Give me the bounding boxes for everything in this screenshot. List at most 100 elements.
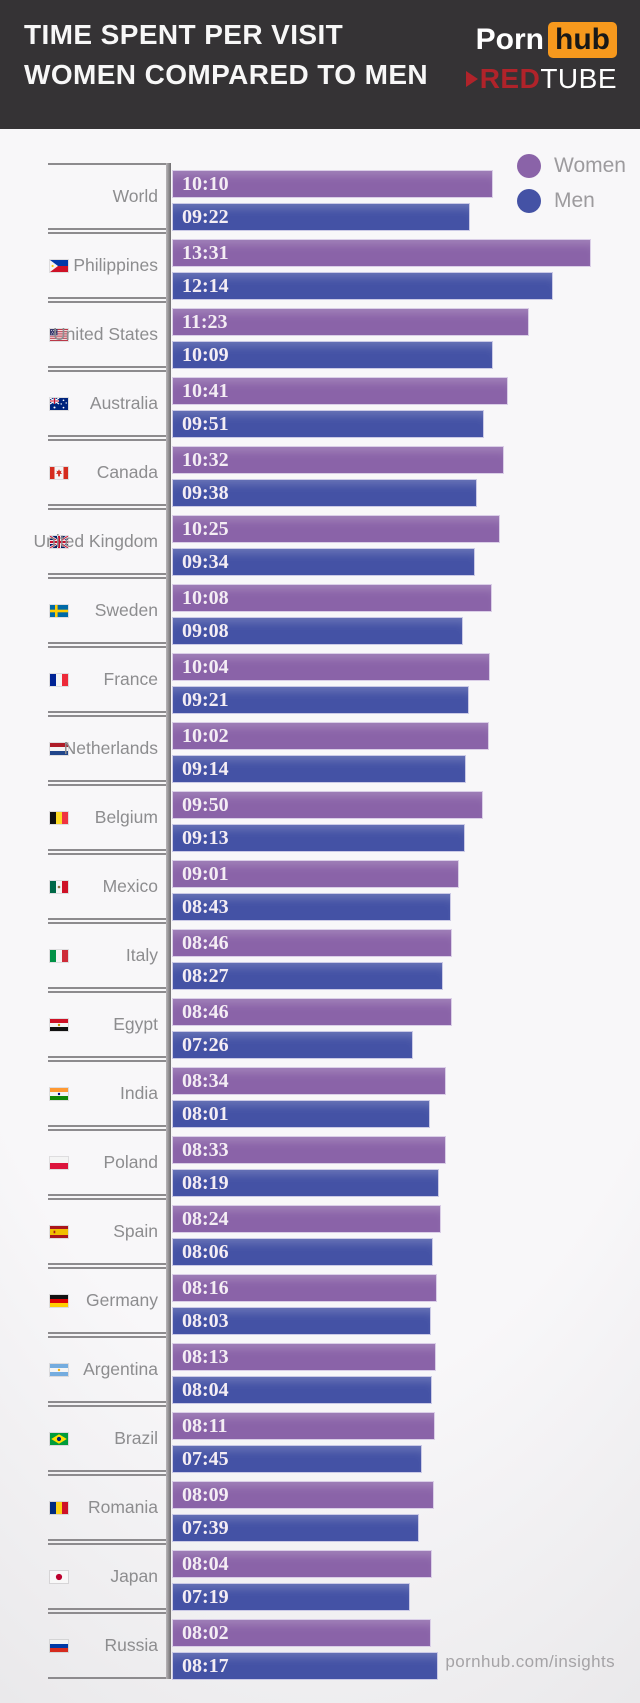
women-time-label: 08:33: [182, 1139, 229, 1161]
men-bar: 09:21: [172, 686, 469, 714]
country-label-cell: Spain: [48, 1198, 166, 1265]
country-label-cell: Belgium: [48, 784, 166, 851]
men-bar: 12:14: [172, 272, 553, 300]
men-time-label: 07:39: [182, 1517, 229, 1539]
men-bar: 08:06: [172, 1238, 433, 1266]
country-label-cell: Egypt: [48, 991, 166, 1058]
men-time-label: 08:03: [182, 1310, 229, 1332]
flag-india-icon: [50, 1087, 68, 1100]
men-bar: 08:17: [172, 1652, 438, 1680]
country-label-cell: Japan: [48, 1543, 166, 1610]
country-label: Russia: [104, 1635, 159, 1655]
country-label: Mexico: [102, 876, 158, 896]
men-time-label: 09:14: [182, 758, 229, 780]
men-bar: 09:13: [172, 824, 465, 852]
men-bar: 08:43: [172, 893, 451, 921]
country-label: Canada: [96, 462, 158, 482]
chart-row: Italy 08:46 08:27: [0, 922, 640, 991]
men-bar: 07:26: [172, 1031, 413, 1059]
women-time-label: 08:04: [182, 1553, 229, 1575]
title-line-2: WOMEN COMPARED TO MEN: [24, 59, 429, 90]
flag-netherlands-icon: [50, 742, 68, 755]
country-label: United Kingdom: [33, 531, 158, 551]
women-time-label: 08:24: [182, 1208, 229, 1230]
country-label-cell: Netherlands: [48, 715, 166, 782]
men-time-label: 09:51: [182, 413, 229, 435]
women-bar: 08:33: [172, 1136, 446, 1164]
bar-chart: World 10:10 09:22 Philippines 13:31 12:14 Unit…: [0, 163, 640, 1681]
legend: Women Men: [517, 151, 626, 221]
redtube-logo: RED TUBE: [465, 63, 617, 94]
men-bar: 09:51: [172, 410, 484, 438]
men-time-label: 08:43: [182, 896, 229, 918]
country-label-cell: Germany: [48, 1267, 166, 1334]
men-bar: 09:38: [172, 479, 477, 507]
men-time-label: 07:19: [182, 1586, 229, 1608]
chart-row: Poland 08:33 08:19: [0, 1129, 640, 1198]
men-time-label: 08:19: [182, 1172, 229, 1194]
flag-canada-icon: [50, 466, 68, 479]
chart-row: Mexico 09:01 08:43: [0, 853, 640, 922]
men-time-label: 08:06: [182, 1241, 229, 1263]
header: TIME SPENT PER VISIT WOMEN COMPARED TO M…: [0, 0, 640, 129]
women-time-label: 09:50: [182, 794, 229, 816]
women-bar: 08:16: [172, 1274, 437, 1302]
country-label-cell: Brazil: [48, 1405, 166, 1472]
men-bar: 07:45: [172, 1445, 422, 1473]
title-line-1: TIME SPENT PER VISIT: [24, 19, 344, 50]
women-bar: 09:50: [172, 791, 483, 819]
women-time-label: 10:10: [182, 173, 229, 195]
chart-row: Egypt 08:46 07:26: [0, 991, 640, 1060]
flag-romania-icon: [50, 1501, 68, 1514]
country-label-cell: India: [48, 1060, 166, 1127]
country-label: Germany: [86, 1290, 158, 1310]
men-time-label: 09:34: [182, 551, 229, 573]
men-bar: 08:27: [172, 962, 443, 990]
men-bar: 09:14: [172, 755, 466, 783]
country-label: Australia: [89, 393, 158, 413]
chart-row: India 08:34 08:01: [0, 1060, 640, 1129]
men-bar: 09:34: [172, 548, 475, 576]
women-bar: 10:41: [172, 377, 508, 405]
country-label-cell: United Kingdom: [33, 508, 166, 575]
women-bar: 08:34: [172, 1067, 446, 1095]
footer-credit: pornhub.com/insights: [445, 1652, 615, 1671]
redtube-logo-tube-text: TUBE: [540, 63, 617, 94]
chart-row: United States 11:23 10:09: [0, 301, 640, 370]
chart-row: Brazil 08:11 07:45: [0, 1405, 640, 1474]
men-time-label: 08:04: [182, 1379, 229, 1401]
flag-italy-icon: [50, 949, 68, 962]
chart-row: Argentina 08:13 08:04: [0, 1336, 640, 1405]
women-bar: 10:02: [172, 722, 489, 750]
men-bar: 08:01: [172, 1100, 430, 1128]
country-label-cell: Mexico: [48, 853, 166, 920]
flag-philippines-icon: [50, 259, 68, 272]
women-bar: 10:25: [172, 515, 500, 543]
women-time-label: 08:11: [182, 1415, 228, 1437]
women-bar: 08:24: [172, 1205, 441, 1233]
country-label-cell: Romania: [48, 1474, 166, 1541]
chart-row: Germany 08:16 08:03: [0, 1267, 640, 1336]
country-label-cell: Italy: [48, 922, 166, 989]
country-label: Argentina: [83, 1359, 158, 1379]
flag-france-icon: [50, 673, 68, 686]
flag-germany-icon: [50, 1294, 68, 1307]
country-label-cell: Russia: [48, 1612, 166, 1679]
flag-belgium-icon: [50, 811, 68, 824]
men-time-label: 08:17: [182, 1655, 229, 1677]
country-label: United States: [52, 324, 158, 344]
country-label: Brazil: [114, 1428, 158, 1448]
country-label-cell: Sweden: [48, 577, 166, 644]
country-label-cell: Philippines: [48, 232, 166, 299]
legend-men-label: Men: [554, 188, 595, 212]
men-bar: 10:09: [172, 341, 493, 369]
pornhub-logo-hub-badge: hub: [548, 22, 617, 58]
women-bar: 08:46: [172, 929, 452, 957]
legend-women-label: Women: [554, 153, 626, 177]
country-label: Romania: [87, 1497, 158, 1517]
chart-row: France 10:04 09:21: [0, 646, 640, 715]
bar-chart-rows: World 10:10 09:22 Philippines 13:31 12:14 Unit…: [0, 163, 640, 1681]
men-time-label: 08:27: [182, 965, 229, 987]
country-label: India: [120, 1083, 158, 1103]
